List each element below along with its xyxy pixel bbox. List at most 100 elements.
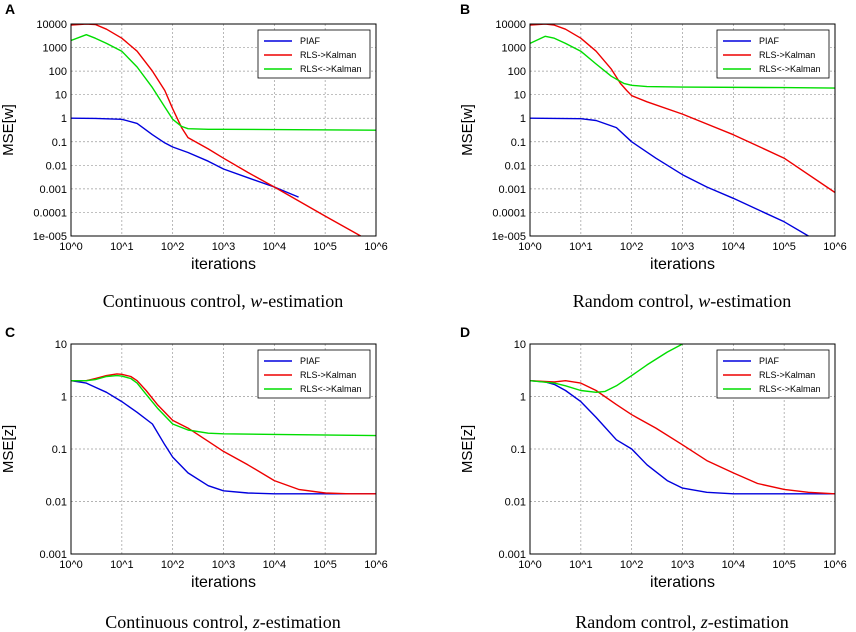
y-tick-label: 0.001 [498, 549, 526, 561]
x-tick-label: 10^4 [263, 559, 287, 571]
y-axis-label: MSE[z] [459, 425, 476, 473]
chart-panel-a: 10^0 10^1 10^2 10^3 10^4 10^5 10^6 1e-005 0.0001… [0, 1, 388, 311]
x-tick-label: 10^5 [313, 559, 337, 571]
series-line-piaf [71, 380, 376, 495]
y-tick-label: 10000 [495, 19, 526, 31]
y-tick-label: 0.1 [52, 444, 67, 456]
legend-entry: PIAF [300, 356, 321, 366]
series-line-rls-kalman [71, 24, 362, 236]
y-tick-label: 10000 [36, 19, 67, 31]
y-tick-label: 0.001 [39, 184, 67, 196]
x-tick-label: 10^5 [772, 241, 796, 253]
x-tick-label: 10^1 [569, 241, 593, 253]
x-tick-label: 10^3 [671, 559, 695, 571]
series-line-piaf [530, 380, 835, 495]
panel-caption: Random control, w-estimation [573, 291, 791, 311]
y-tick-label: 0.01 [46, 497, 67, 509]
legend-entry: RLS<->Kalman [300, 64, 362, 74]
y-tick-label: 0.1 [511, 137, 526, 149]
x-tick-label: 10^2 [161, 559, 185, 571]
caption-suffix: -estimation [260, 612, 341, 632]
caption-suffix: -estimation [710, 291, 791, 311]
series-group [530, 344, 835, 495]
legend-entry: PIAF [759, 36, 780, 46]
y-axis-label: MSE[w] [0, 104, 17, 156]
legend-box [257, 29, 371, 79]
y-tick-label: 0.0001 [492, 207, 526, 219]
y-axis-label: MSE[z] [0, 425, 17, 473]
x-axis-label: iterations [191, 256, 256, 273]
x-tick-label: 10^6 [364, 559, 388, 571]
series-group [71, 24, 376, 236]
legend: PIAF RLS->Kalman RLS<->Kalman [257, 29, 371, 79]
legend-entry: PIAF [300, 36, 321, 46]
y-tick-label: 0.0001 [33, 207, 67, 219]
x-axis-label: iterations [650, 256, 715, 273]
x-tick-label: 10^6 [823, 241, 847, 253]
y-tick-label: 0.001 [498, 184, 526, 196]
caption-suffix: -estimation [262, 291, 343, 311]
caption-prefix: Random control, [573, 291, 698, 311]
chart-panel-d: 10^0 10^1 10^2 10^3 10^4 10^5 10^6 0.001 0.01 0.1… [459, 324, 847, 632]
panel-caption: Random control, z-estimation [575, 612, 788, 632]
y-tick-label: 0.01 [505, 497, 526, 509]
x-tick-label: 10^3 [212, 241, 236, 253]
x-axis-label: iterations [650, 574, 715, 591]
legend: PIAF RLS->Kalman RLS<->Kalman [716, 29, 830, 79]
caption-variable: z [252, 612, 260, 632]
x-tick-label: 10^2 [620, 559, 644, 571]
series-line-rls-kalman [71, 374, 376, 437]
y-tick-label: 1 [61, 392, 67, 404]
series-line-rls-kalman [530, 380, 835, 495]
legend-entry: RLS->Kalman [300, 370, 356, 380]
legend-entry: RLS->Kalman [759, 370, 815, 380]
y-tick-label: 10 [514, 339, 526, 351]
panel-letter: B [460, 1, 470, 17]
y-tick-label: 1 [520, 392, 526, 404]
y-tick-label: 1 [61, 113, 67, 125]
panel-letter: D [460, 324, 470, 340]
series-line-rls-kalman [71, 34, 376, 131]
x-tick-label: 10^3 [671, 241, 695, 253]
x-tick-label: 10^0 [518, 241, 542, 253]
series-group [530, 24, 835, 236]
y-tick-label: 0.01 [46, 160, 67, 172]
x-tick-label: 10^6 [823, 559, 847, 571]
legend-entry: RLS->Kalman [300, 50, 356, 60]
y-tick-label: 100 [49, 66, 67, 78]
x-tick-label: 10^4 [263, 241, 287, 253]
x-tick-label: 10^4 [722, 559, 746, 571]
y-tick-label: 0.01 [505, 160, 526, 172]
x-axis-label: iterations [191, 574, 256, 591]
x-tick-label: 10^1 [110, 559, 134, 571]
x-tick-label: 10^6 [364, 241, 388, 253]
legend-entry: PIAF [759, 356, 780, 366]
plot-frame [529, 343, 836, 555]
caption-variable: z [700, 612, 708, 632]
x-tick-label: 10^3 [212, 559, 236, 571]
series-line-rls-kalman [71, 373, 376, 495]
caption-prefix: Random control, [575, 612, 700, 632]
legend-box [716, 349, 830, 399]
caption-prefix: Continuous control, [103, 291, 251, 311]
chart-panel-c: 10^0 10^1 10^2 10^3 10^4 10^5 10^6 0.001 0.01 0.1… [0, 324, 388, 632]
series-line-piaf [530, 117, 809, 236]
legend: PIAF RLS->Kalman RLS<->Kalman [716, 349, 830, 399]
x-tick-label: 10^0 [518, 559, 542, 571]
y-tick-label: 0.1 [52, 137, 67, 149]
y-tick-label: 1e-005 [492, 231, 526, 243]
legend-box [716, 29, 830, 79]
caption-suffix: -estimation [708, 612, 789, 632]
y-tick-label: 1000 [502, 43, 526, 55]
x-tick-label: 10^0 [59, 241, 83, 253]
legend-entry: RLS->Kalman [759, 50, 815, 60]
legend-entry: RLS<->Kalman [759, 384, 821, 394]
x-tick-label: 10^2 [620, 241, 644, 253]
y-tick-label: 1e-005 [33, 231, 67, 243]
x-tick-label: 10^5 [772, 559, 796, 571]
caption-variable: w [698, 291, 710, 311]
x-tick-label: 10^1 [569, 559, 593, 571]
caption-prefix: Continuous control, [105, 612, 253, 632]
panel-letter: C [5, 324, 15, 340]
